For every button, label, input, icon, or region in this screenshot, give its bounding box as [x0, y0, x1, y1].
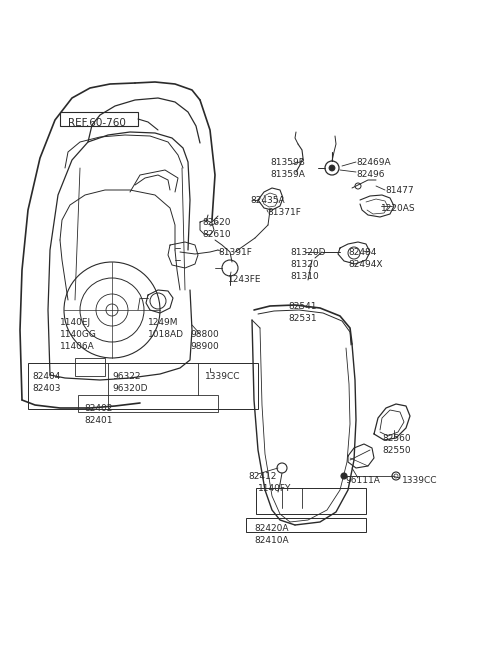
Text: 82560: 82560: [382, 434, 410, 443]
Text: 82469A: 82469A: [356, 158, 391, 167]
Text: 82404: 82404: [32, 372, 60, 381]
Circle shape: [341, 473, 347, 479]
Text: 1339CC: 1339CC: [402, 476, 437, 485]
Text: 81477: 81477: [385, 186, 414, 195]
Text: 82610: 82610: [202, 230, 230, 239]
Text: 82402: 82402: [84, 404, 112, 413]
Text: 1140FY: 1140FY: [258, 484, 291, 493]
Bar: [75, 358, 105, 376]
Text: 81320: 81320: [290, 260, 319, 269]
Bar: [78, 395, 218, 412]
Text: 82550: 82550: [382, 446, 410, 455]
Bar: [28, 363, 258, 409]
Bar: [60, 112, 138, 126]
Text: 81310: 81310: [290, 272, 319, 281]
Bar: [246, 518, 366, 532]
Text: 82401: 82401: [84, 416, 112, 425]
Text: 98800: 98800: [190, 330, 219, 339]
Text: 1249M: 1249M: [148, 318, 179, 327]
Text: 96322: 96322: [112, 372, 141, 381]
Text: REF.60-760: REF.60-760: [68, 118, 126, 128]
Text: 82620: 82620: [202, 218, 230, 227]
Text: 81391F: 81391F: [218, 248, 252, 257]
Text: 82496: 82496: [356, 170, 384, 179]
Text: 98900: 98900: [190, 342, 219, 351]
Text: 82435A: 82435A: [250, 196, 285, 205]
Text: 82494X: 82494X: [348, 260, 383, 269]
Text: 81320D: 81320D: [290, 248, 325, 257]
Text: 81359A: 81359A: [270, 170, 305, 179]
Text: 81359B: 81359B: [270, 158, 305, 167]
Text: 82484: 82484: [348, 248, 376, 257]
Text: 82412: 82412: [248, 472, 276, 481]
Text: 96111A: 96111A: [345, 476, 380, 485]
Text: 82403: 82403: [32, 384, 60, 393]
Text: 82410A: 82410A: [254, 536, 288, 545]
Circle shape: [329, 165, 335, 171]
Text: 1140GG: 1140GG: [60, 330, 97, 339]
Text: 1243FE: 1243FE: [228, 275, 262, 284]
Text: 1339CC: 1339CC: [205, 372, 240, 381]
Text: 96320D: 96320D: [112, 384, 147, 393]
Text: 11406A: 11406A: [60, 342, 95, 351]
Bar: [256, 488, 366, 514]
Text: 1220AS: 1220AS: [381, 204, 416, 213]
Text: 1140EJ: 1140EJ: [60, 318, 91, 327]
Text: 1018AD: 1018AD: [148, 330, 184, 339]
Text: 81371F: 81371F: [267, 208, 301, 217]
Text: 82531: 82531: [288, 314, 317, 323]
Text: 82541: 82541: [288, 302, 316, 311]
Text: 82420A: 82420A: [254, 524, 288, 533]
